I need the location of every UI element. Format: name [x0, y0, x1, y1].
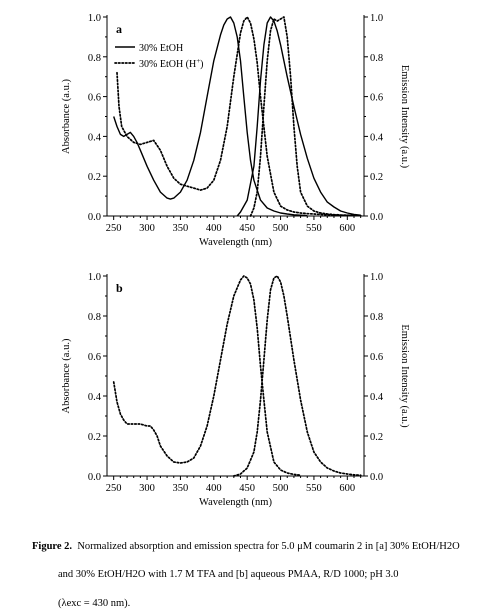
y-tick-label: 1.0	[88, 272, 101, 283]
x-tick-label: 550	[306, 223, 322, 234]
x-tick-label: 250	[106, 223, 122, 234]
y-tick-label: 0.0	[88, 212, 101, 223]
legend-label: 30% EtOH	[139, 43, 183, 54]
caption-line-1: Figure 2. Normalized absorption and emis…	[32, 540, 494, 553]
y2-axis-label: Emission Intensity (a.u.)	[399, 65, 410, 169]
x-tick-label: 600	[339, 483, 355, 494]
y2-tick-label: 1.0	[370, 13, 383, 24]
caption-text-3: (λexc = 430 nm).	[58, 598, 131, 609]
y2-tick-label: 0.8	[370, 53, 383, 64]
caption-text-2: and 30% EtOH/H2O with 1.7 M TFA and [b] …	[58, 569, 399, 580]
y2-tick-label: 0.2	[370, 172, 383, 183]
series-line-absorbance-0	[112, 275, 302, 477]
y2-axis-label: Emission Intensity (a.u.)	[399, 324, 410, 428]
y-tick-label: 0.6	[88, 93, 101, 104]
x-tick-label: 250	[106, 483, 122, 494]
y-tick-label: 0.4	[88, 132, 102, 143]
y-tick-label: 0.6	[88, 352, 101, 363]
y2-tick-label: 0.6	[370, 93, 383, 104]
y2-tick-label: 1.0	[370, 272, 383, 283]
chart-panel-a: 250 300 350 400 450 500 550 600 0.0 0.0 0.2 0.2 0.4 0…	[61, 13, 410, 248]
caption-text-1: Normalized absorption and emission spect…	[77, 541, 460, 552]
x-tick-label: 300	[139, 483, 155, 494]
y2-tick-label: 0.6	[370, 352, 383, 363]
caption-line-2: and 30% EtOH/H2O with 1.7 M TFA and [b] …	[58, 568, 499, 581]
x-axis-label: Wavelength (nm)	[199, 497, 272, 508]
y-tick-label: 1.0	[88, 13, 101, 24]
y2-tick-label: 0.0	[370, 212, 383, 223]
y2-tick-label: 0.4	[370, 392, 384, 403]
x-tick-label: 550	[306, 483, 322, 494]
x-tick-label: 300	[139, 223, 155, 234]
x-tick-label: 450	[239, 483, 255, 494]
y2-tick-label: 0.8	[370, 312, 383, 323]
x-tick-label: 500	[273, 483, 289, 494]
series-line-absorbance-0	[113, 16, 308, 217]
series-line-emission-3	[249, 16, 362, 217]
y-tick-label: 0.2	[88, 432, 101, 443]
panel-label: b	[116, 281, 123, 295]
x-tick-label: 450	[239, 223, 255, 234]
y-tick-label: 0.8	[88, 312, 101, 323]
x-tick-label: 400	[206, 223, 222, 234]
x-tick-label: 500	[273, 223, 289, 234]
chart-panel-b: 250 300 350 400 450 500 550 600 0.0 0.0 0.2 0.2 0.4 0…	[61, 272, 410, 508]
y-tick-label: 0.8	[88, 53, 101, 64]
caption-line-3: (λexc = 430 nm).	[58, 597, 499, 610]
y2-tick-label: 0.4	[370, 132, 384, 143]
x-axis-label: Wavelength (nm)	[199, 237, 272, 248]
series-line-emission-1	[232, 275, 362, 477]
legend-label: 30% EtOH (H+)	[139, 57, 204, 70]
y-tick-label: 0.4	[88, 392, 102, 403]
y-axis-label: Absorbance (a.u.)	[61, 79, 72, 154]
caption-label: Figure 2.	[32, 541, 73, 552]
y2-tick-label: 0.2	[370, 432, 383, 443]
y-tick-label: 0.0	[88, 472, 101, 483]
y-axis-label: Absorbance (a.u.)	[61, 338, 72, 413]
x-tick-label: 400	[206, 483, 222, 494]
series-line-emission-1	[236, 16, 361, 217]
x-tick-label: 600	[339, 223, 355, 234]
y-tick-label: 0.2	[88, 172, 101, 183]
panel-label: a	[116, 22, 122, 36]
x-tick-label: 350	[173, 223, 189, 234]
x-tick-label: 350	[173, 483, 189, 494]
y2-tick-label: 0.0	[370, 472, 383, 483]
series-line-absorbance-2	[116, 16, 362, 217]
